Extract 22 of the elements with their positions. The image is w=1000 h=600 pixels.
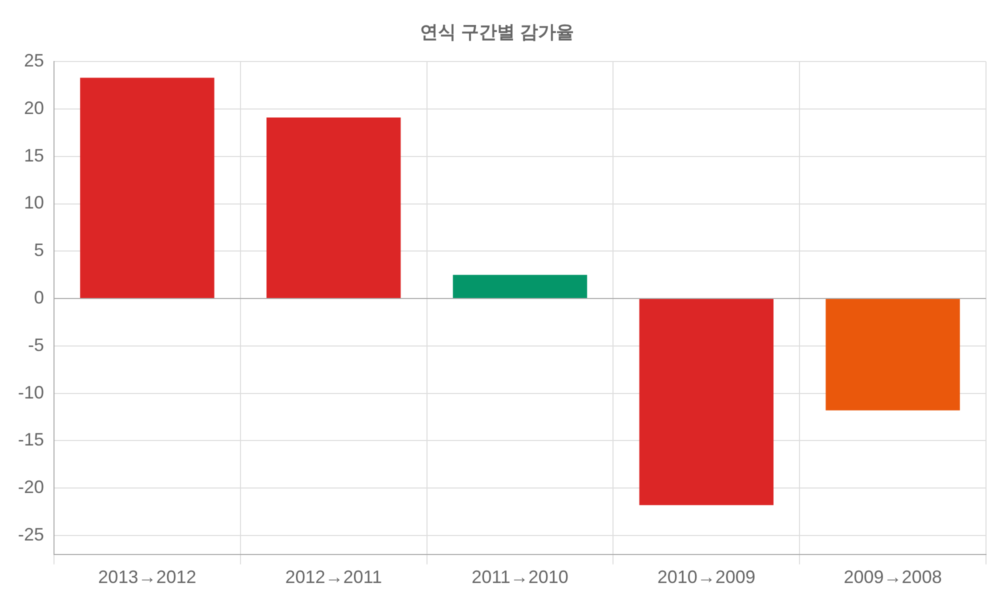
y-tick-label: -5 bbox=[28, 334, 44, 355]
x-tick-label: 2013→2012 bbox=[98, 567, 196, 588]
y-tick-label: -25 bbox=[18, 524, 44, 544]
bar bbox=[639, 299, 774, 506]
y-tick-label: 5 bbox=[34, 240, 44, 260]
x-tick-label: 2009→2008 bbox=[844, 567, 942, 588]
bar bbox=[80, 78, 214, 298]
y-tick-label: 15 bbox=[24, 145, 44, 166]
y-tick-label: -10 bbox=[18, 382, 44, 402]
y-tick-label: 10 bbox=[24, 192, 44, 213]
y-tick-label: 0 bbox=[34, 287, 44, 308]
x-tick-label: 2011→2010 bbox=[472, 567, 568, 588]
x-tick-label: 2012→2011 bbox=[285, 567, 382, 588]
bar bbox=[826, 299, 960, 410]
y-tick-label: 20 bbox=[24, 98, 44, 118]
y-tick-label: 25 bbox=[24, 50, 44, 71]
bar bbox=[266, 118, 401, 298]
x-tick-label: 2010→2009 bbox=[657, 567, 756, 588]
y-tick-label: -20 bbox=[18, 477, 44, 498]
bar bbox=[452, 274, 588, 298]
y-tick-label: -15 bbox=[18, 430, 44, 450]
chart-title: 연식 구간별 감가율 bbox=[420, 22, 574, 42]
